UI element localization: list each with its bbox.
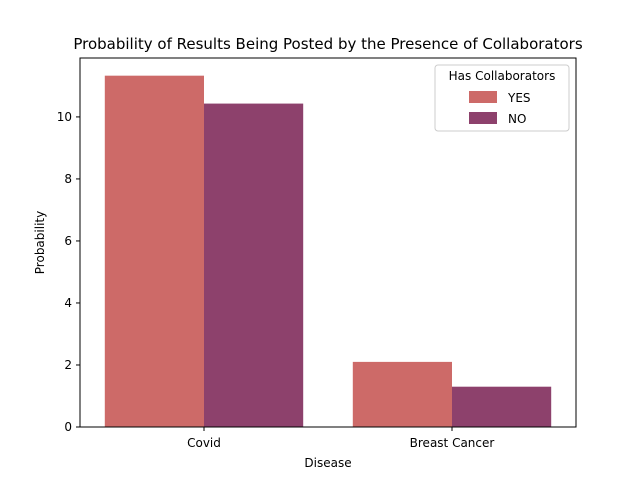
bar-yes-breast-cancer <box>352 361 452 427</box>
y-tick-label: 10 <box>57 110 72 124</box>
legend-items: YES NO <box>469 91 531 126</box>
legend-swatch-yes <box>469 91 497 103</box>
chart-title: Probability of Results Being Posted by t… <box>73 35 582 53</box>
legend: Has Collaborators YES NO <box>434 64 570 132</box>
legend-box <box>434 64 570 132</box>
legend-label-no: NO <box>508 112 526 126</box>
y-tick-label: 8 <box>64 172 72 186</box>
x-tick-label: Covid <box>187 436 221 450</box>
legend-swatch-no <box>469 112 497 124</box>
bar-no-covid <box>204 103 304 428</box>
y-tick-label: 6 <box>64 234 72 248</box>
plot-frame <box>79 57 577 428</box>
y-tick-label: 2 <box>64 358 72 372</box>
y-tick-label: 0 <box>64 420 72 434</box>
x-axis-label: Disease <box>304 456 351 470</box>
y-axis: 0 2 4 6 8 10 <box>57 110 80 434</box>
y-tick-label: 4 <box>64 296 72 310</box>
bar-yes-covid <box>104 75 204 427</box>
x-axis: Covid Breast Cancer <box>187 427 494 450</box>
legend-label-yes: YES <box>507 91 531 105</box>
y-axis-label: Probability <box>33 211 47 274</box>
bar-no-breast-cancer <box>452 386 552 427</box>
bars-layer <box>104 75 552 428</box>
x-tick-label: Breast Cancer <box>410 436 495 450</box>
legend-title: Has Collaborators <box>449 69 556 83</box>
